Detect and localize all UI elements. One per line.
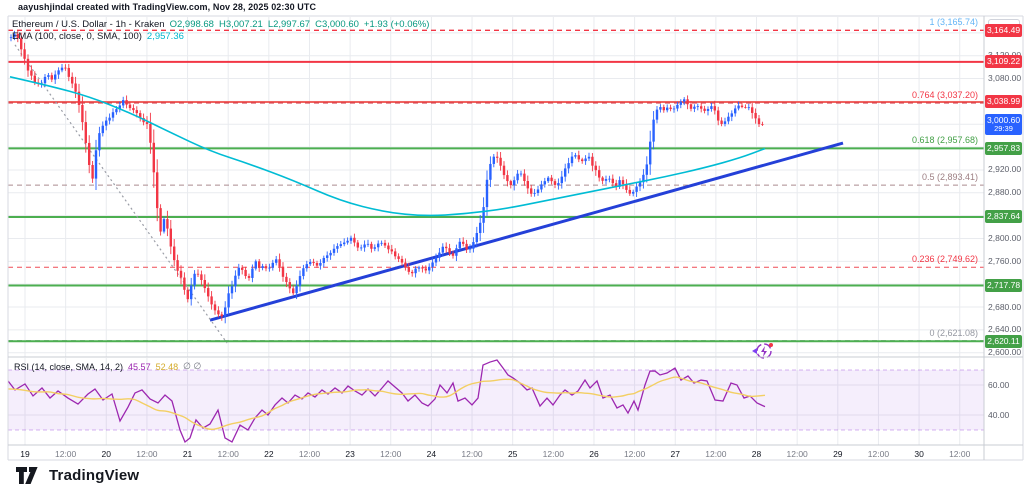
time-axis-label[interactable]: 26 — [589, 449, 599, 459]
downtrend-dotted[interactable] — [14, 44, 228, 344]
rsi-pane — [5, 358, 984, 445]
ohlc-open: O2,998.68 — [169, 19, 214, 30]
price-tick-label: 2,680.00 — [988, 301, 1022, 312]
time-axis-label[interactable]: 19 — [20, 449, 30, 459]
time-axis-label[interactable]: 23 — [345, 449, 355, 459]
time-axis-label[interactable]: 12:00 — [380, 449, 402, 459]
countdown-timer: 29:39 — [994, 123, 1013, 133]
fib-level-label: 0.618 (2,957.68) — [911, 135, 978, 146]
ema-line[interactable] — [9, 76, 766, 217]
time-axis-label[interactable]: 28 — [751, 449, 762, 459]
ohlc-close: C3,000.60 — [315, 19, 359, 30]
price-tick-label: 2,760.00 — [988, 255, 1022, 266]
price-tick-label: 3,120.00 — [988, 50, 1021, 61]
tradingview-logo[interactable]: TradingView — [16, 466, 139, 485]
ema-legend-value: 2,957.36 — [146, 31, 184, 42]
symbol-title[interactable]: Ethereum / U.S. Dollar - 1h - Kraken — [12, 19, 165, 30]
ema-legend-label[interactable]: EMA (100, close, 0, SMA, 100) — [12, 31, 142, 42]
time-axis-label[interactable]: 12:00 — [298, 449, 321, 459]
price-label: 3,109.22 — [985, 55, 1022, 69]
main-pane — [8, 17, 984, 357]
rsi-line[interactable] — [5, 359, 766, 444]
rsi-tick-label: 60.00 — [988, 379, 1010, 390]
time-axis-label[interactable]: 12:00 — [623, 449, 646, 459]
time-axis-label[interactable]: 22 — [264, 449, 274, 459]
price-tick-label: 2,800.00 — [988, 232, 1022, 243]
price-label: 2,837.64 — [985, 210, 1022, 224]
price-tick-label: 3,080.00 — [988, 73, 1022, 84]
candles-layer[interactable] — [9, 29, 764, 324]
time-axis-label[interactable]: 12:00 — [542, 449, 564, 459]
time-axis-label[interactable]: 25 — [507, 449, 518, 459]
price-label: 2,620.11 — [985, 334, 1022, 348]
rsi-legend[interactable]: RSI (14, close, SMA, 14, 2) 45.57 52.48 … — [14, 361, 201, 372]
price-tick-label: 2,640.00 — [988, 324, 1022, 335]
price-label: 3,164.49 — [985, 23, 1022, 37]
time-axis-label[interactable]: 12:00 — [867, 449, 890, 459]
support-trendline[interactable] — [209, 141, 844, 322]
time-axis-label[interactable]: 30 — [914, 449, 924, 459]
rsi-ma-line[interactable] — [5, 376, 766, 431]
time-axis-label[interactable]: 29 — [833, 449, 843, 459]
time-axis-label[interactable]: 12:00 — [54, 449, 77, 459]
ohlc-high: H3,007.21 — [218, 19, 263, 30]
rsi-tick-label: 40.00 — [988, 409, 1010, 420]
time-axis-label[interactable]: 20 — [101, 449, 111, 459]
attribution-text: aayushjindal created with TradingView.co… — [18, 2, 317, 12]
time-axis-label[interactable]: 12:00 — [136, 449, 158, 459]
rsi-legend-label[interactable]: RSI (14, close, SMA, 14, 2) — [14, 361, 124, 372]
event-marker-icon[interactable] — [752, 343, 773, 359]
tradingview-logo-icon — [16, 467, 38, 484]
tradingview-logo-text: TradingView — [49, 467, 140, 484]
time-axis-label[interactable]: 12:00 — [786, 449, 808, 459]
time-axis-label[interactable]: 12:00 — [217, 449, 239, 459]
price-label: 2,957.83 — [985, 141, 1022, 155]
time-axis-label[interactable]: 27 — [670, 449, 680, 459]
fib-level-label: 1 (3,165.74) — [929, 16, 978, 27]
ema-legend[interactable]: EMA (100, close, 0, SMA, 100) 2,957.36 — [12, 31, 184, 42]
price-label: 3,038.99 — [985, 95, 1022, 109]
time-axis-label[interactable]: 12:00 — [705, 449, 727, 459]
price-tick-label: 2,600.00 — [988, 347, 1022, 358]
fib-level-label: 0.764 (3,037.20) — [911, 89, 978, 100]
price-tick-label: 2,920.00 — [988, 164, 1022, 175]
rsi-ma-value: 52.48 — [155, 361, 179, 372]
time-axis-label[interactable]: 12:00 — [949, 449, 971, 459]
rsi-legend-value: 45.57 — [128, 361, 151, 372]
price-tick-label: 2,880.00 — [988, 187, 1022, 198]
time-axis-label[interactable]: 24 — [426, 449, 437, 459]
time-axis-label[interactable]: 21 — [182, 449, 193, 459]
price-label: 2,717.78 — [985, 278, 1022, 292]
fib-level-label: 0.236 (2,749.62) — [911, 254, 978, 265]
ohlc-change: +1.93 (+0.06%) — [363, 19, 430, 30]
time-axis-label[interactable]: 12:00 — [461, 449, 483, 459]
price-label: 3,000.60 29:39 — [985, 113, 1022, 135]
symbol-legend[interactable]: Ethereum / U.S. Dollar - 1h - Kraken O2,… — [12, 19, 429, 30]
rsi-null-values: ∅ ∅ — [183, 361, 202, 371]
ohlc-low: L2,997.67 — [267, 19, 311, 30]
fib-level-label: 0 (2,621.08) — [929, 327, 978, 338]
fib-level-label: 0.5 (2,893.41) — [921, 172, 978, 183]
